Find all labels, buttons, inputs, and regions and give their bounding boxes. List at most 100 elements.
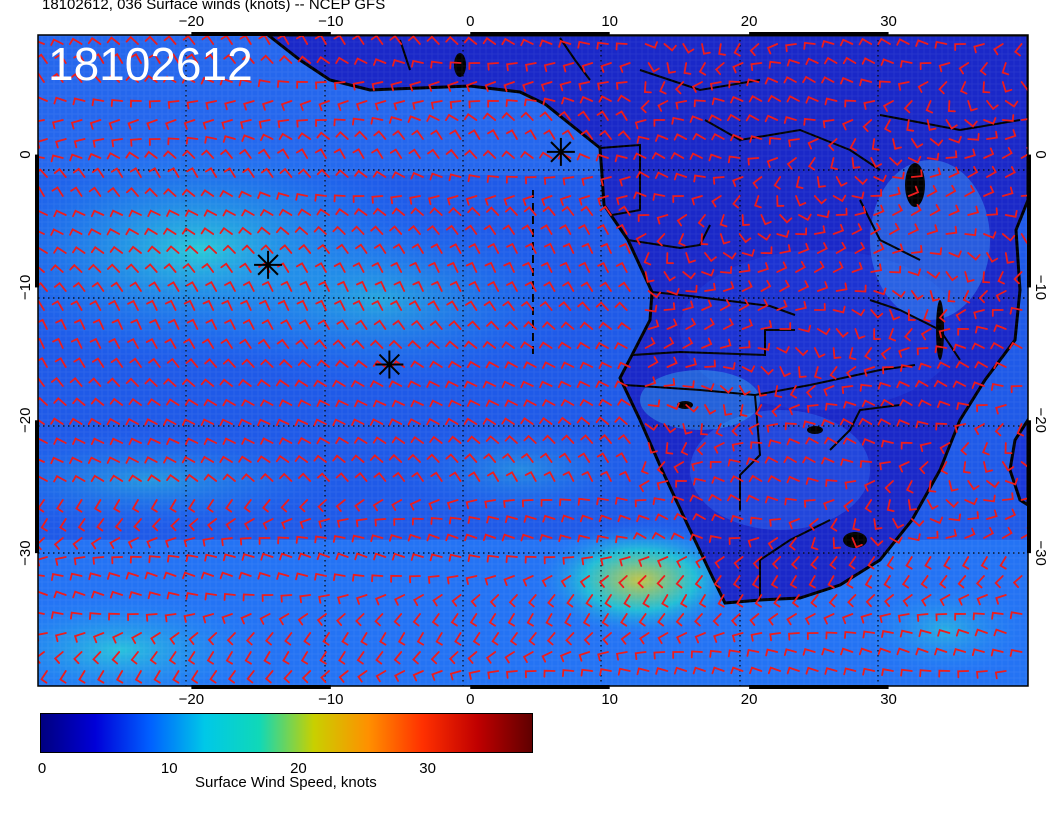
wind-barb <box>722 252 737 260</box>
wind-barb <box>1009 306 1023 315</box>
wind-barb <box>754 594 763 608</box>
wind-barb <box>505 175 518 184</box>
wind-barb <box>486 206 500 216</box>
wind-barb <box>89 612 102 620</box>
wind-barb <box>557 341 572 349</box>
wind-barb <box>682 337 694 349</box>
wind-barb <box>741 365 756 373</box>
wind-barb <box>407 380 421 388</box>
wind-barb <box>964 271 975 283</box>
wind-barb <box>656 575 666 589</box>
wind-barb <box>184 398 199 406</box>
wind-barb <box>886 499 895 512</box>
wind-barb <box>257 378 271 387</box>
wind-barb <box>741 280 753 292</box>
wind-barb <box>788 537 797 551</box>
wind-barb <box>445 340 459 349</box>
wind-barb <box>225 499 233 513</box>
wind-barb <box>394 670 406 682</box>
wind-barb <box>389 35 403 45</box>
wind-barb <box>72 167 86 178</box>
wind-barb <box>52 119 64 130</box>
wind-barb <box>484 499 497 509</box>
wind-barb <box>757 299 769 311</box>
wind-barb <box>615 110 628 121</box>
wind-barb <box>746 457 760 465</box>
wind-barb <box>907 185 920 197</box>
wind-barb <box>449 280 462 292</box>
wind-barb <box>999 556 1007 570</box>
wind-barb <box>948 204 960 216</box>
wind-barb <box>580 434 594 444</box>
wind-barb <box>760 366 774 376</box>
wind-barb <box>615 452 628 463</box>
wind-barb <box>902 594 913 607</box>
wind-barb <box>709 649 722 658</box>
wind-barb <box>539 416 553 425</box>
wind-barb <box>647 62 660 73</box>
figure-title: 18102612, 036 Surface winds (knots) -- N… <box>42 0 386 13</box>
wind-barb <box>38 318 48 330</box>
wind-barb <box>542 321 556 330</box>
wind-barb <box>644 337 656 349</box>
wind-barb <box>547 594 556 608</box>
wind-barb <box>995 404 1007 415</box>
wind-barb <box>540 498 553 507</box>
wind-barb <box>771 404 782 417</box>
wind-barb <box>541 575 553 587</box>
wind-barb <box>278 437 293 445</box>
wind-barb <box>920 575 929 589</box>
wind-barb <box>445 453 459 463</box>
wind-barb <box>484 195 497 206</box>
wind-barb <box>539 341 553 349</box>
wind-barb <box>182 571 196 580</box>
wind-barb <box>842 437 857 445</box>
wind-barb <box>993 43 1004 56</box>
wind-barb <box>335 359 349 368</box>
wind-barb <box>351 418 365 426</box>
wind-barb <box>502 300 515 311</box>
wind-barb <box>858 417 873 426</box>
wind-barb <box>468 670 481 680</box>
wind-barb <box>72 246 86 254</box>
wind-barb <box>824 56 838 65</box>
wind-barb <box>954 612 967 621</box>
wind-barb <box>830 157 838 170</box>
wind-barb <box>284 632 293 646</box>
wind-barb <box>38 300 45 311</box>
wind-barb <box>51 573 64 581</box>
wind-barb <box>918 399 932 407</box>
wind-barb <box>413 594 424 607</box>
frame-ticks <box>35 32 1031 689</box>
colorbar-label: Surface Wind Speed, knots <box>195 774 377 791</box>
wind-barb <box>653 651 666 660</box>
wind-barb <box>38 418 45 425</box>
wind-barb <box>562 129 575 140</box>
wind-barb <box>352 573 365 582</box>
wind-barb <box>805 57 819 66</box>
wind-barb <box>129 281 142 292</box>
wind-barb <box>878 80 891 89</box>
wind-barb <box>896 419 910 427</box>
wind-barb <box>125 151 139 159</box>
wind-barb <box>148 100 161 109</box>
wind-barb <box>859 383 873 392</box>
wind-barb <box>767 666 782 675</box>
wind-barb <box>1001 62 1010 76</box>
wind-barb <box>242 318 255 330</box>
wind-barb <box>185 245 199 254</box>
wind-barb <box>144 227 158 235</box>
wind-barb <box>465 81 478 92</box>
wind-barb <box>520 380 534 389</box>
wind-barb <box>749 135 763 143</box>
wind-barb <box>671 116 685 125</box>
wind-barb <box>148 555 161 564</box>
wind-barb <box>962 461 971 474</box>
x-tick-label-top: −20 <box>179 13 204 30</box>
wind-barb <box>539 151 553 159</box>
wind-barb <box>929 138 944 147</box>
wind-barb <box>854 284 867 293</box>
wind-barb <box>615 261 628 273</box>
wind-barb <box>870 537 884 547</box>
wind-barb <box>371 148 384 159</box>
